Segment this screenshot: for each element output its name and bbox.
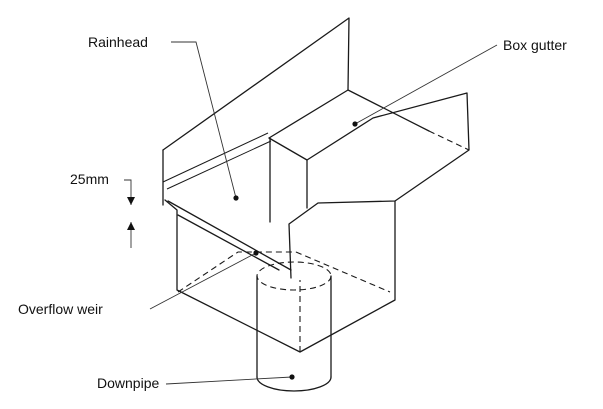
box-gutter-label: Box gutter xyxy=(503,37,567,53)
overflow-weir-callout: Overflow weir xyxy=(18,250,259,317)
dimension-label: 25mm xyxy=(70,171,109,187)
downpipe-pointer-dot xyxy=(289,374,295,380)
dimension-marker: 25mm xyxy=(70,171,135,248)
box-gutter-pointer-dot xyxy=(352,121,358,127)
box-gutter xyxy=(268,89,470,279)
rainhead-back-wall xyxy=(162,17,350,206)
overflow-weir-label: Overflow weir xyxy=(18,301,103,317)
rainhead-pointer-dot xyxy=(233,195,239,201)
box-gutter-callout: Box gutter xyxy=(352,37,567,127)
downpipe-label: Downpipe xyxy=(97,375,159,391)
rainhead-label: Rainhead xyxy=(88,34,148,50)
downpipe-callout: Downpipe xyxy=(97,374,295,391)
downpipe-cylinder xyxy=(256,261,332,392)
rainhead-box xyxy=(164,137,396,353)
overflow-weir-pointer-dot xyxy=(253,250,259,256)
rainhead-callout: Rainhead xyxy=(88,34,239,201)
